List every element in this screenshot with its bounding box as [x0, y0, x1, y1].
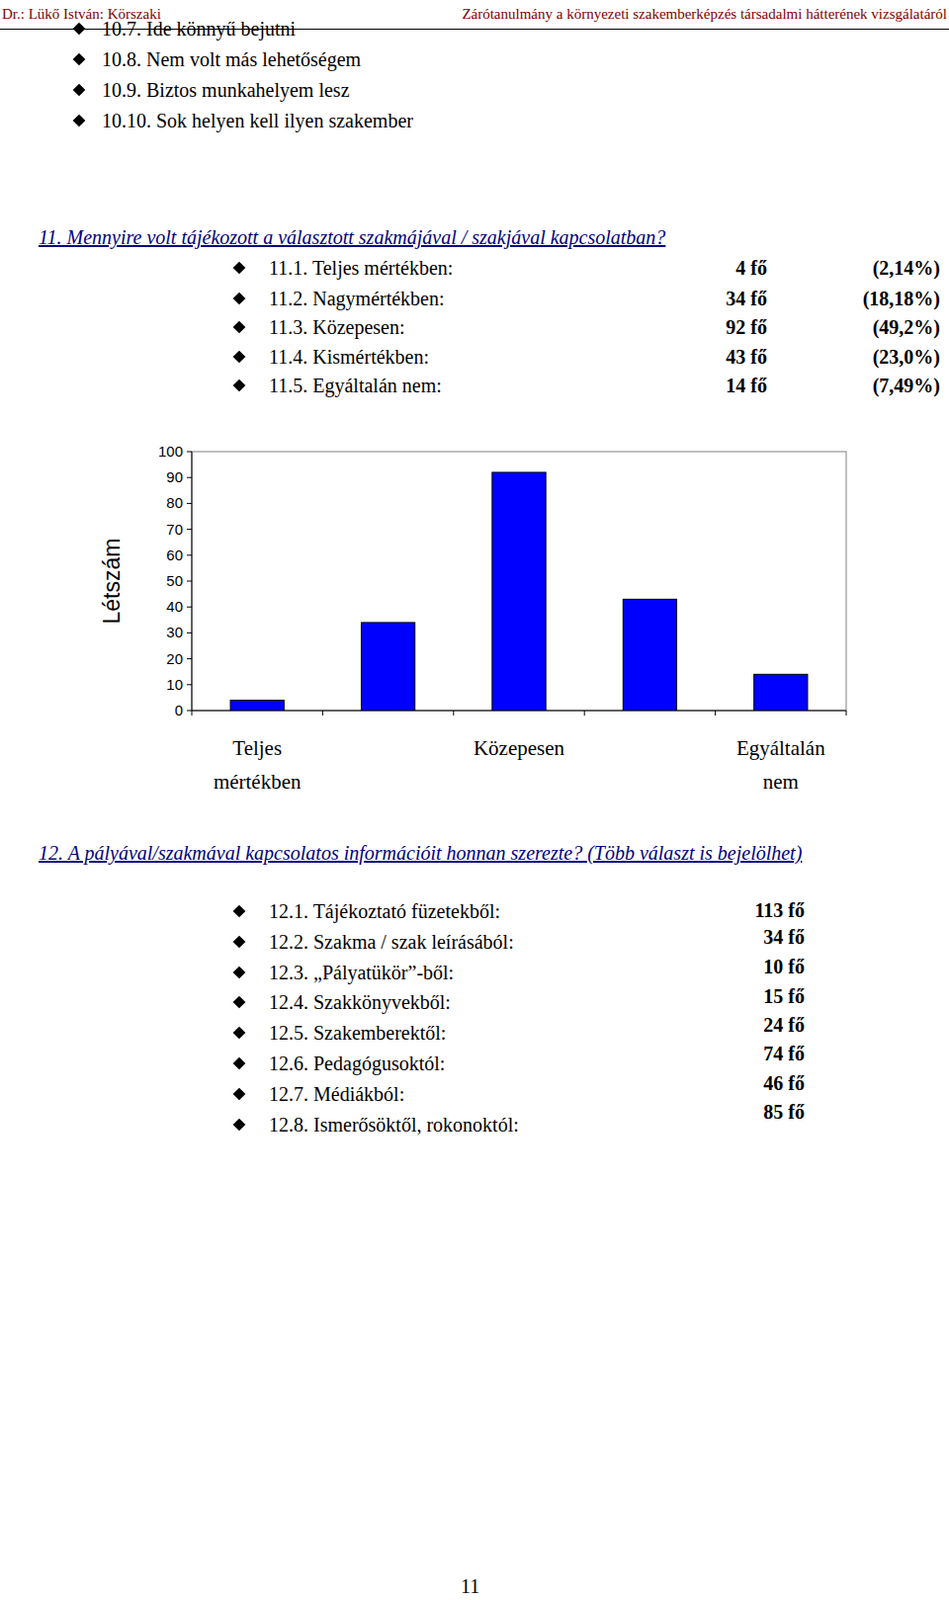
bullet — [233, 966, 247, 980]
bullet — [233, 292, 247, 306]
bullet — [233, 1027, 247, 1040]
bullet — [233, 321, 247, 335]
y-tick-label: 60 — [166, 546, 183, 564]
bar — [754, 674, 808, 711]
answer-label: 12.2. Szakma / szak leírásából: — [268, 930, 515, 954]
y-tick-label: 100 — [158, 442, 183, 460]
x-tick-label: Egyáltalánnem — [736, 736, 826, 794]
bullet — [233, 1088, 247, 1102]
answer-percent: (2,14%) — [872, 256, 941, 280]
x-tick-label: Közepesen — [473, 736, 566, 761]
x-tick — [714, 710, 716, 716]
list-item: 10.10. Sok helyen kell ilyen szakember — [101, 108, 414, 133]
x-tick — [191, 710, 193, 716]
answer-count: 10 fő — [763, 954, 805, 979]
answer-label: 12.8. Ismerősöktől, rokonoktól: — [268, 1113, 519, 1137]
y-tick — [186, 581, 192, 583]
y-tick — [186, 710, 192, 712]
y-tick — [186, 658, 192, 660]
answer-label: 12.6. Pedagógusoktól: — [268, 1051, 445, 1076]
y-tick — [186, 632, 192, 634]
header-right: Zárótanulmány a környezeti szakemberképz… — [461, 5, 948, 23]
y-tick-label: 90 — [166, 468, 183, 486]
list-item: 10.9. Biztos munkahelyem lesz — [101, 78, 350, 102]
y-tick-label: 50 — [166, 572, 183, 590]
answer-count: 14 fő — [725, 373, 768, 398]
bullet — [233, 350, 247, 364]
answer-count: 43 fő — [725, 345, 768, 369]
bullet — [233, 261, 247, 275]
question-title: 12. A pályával/szakmával kapcsolatos inf… — [38, 839, 941, 867]
list-item: 10.7. Ide könnyű bejutni — [101, 16, 296, 41]
answer-count: 34 fő — [725, 286, 768, 311]
y-tick-label: 30 — [166, 623, 183, 641]
answer-count: 4 fő — [735, 256, 768, 280]
y-tick — [186, 451, 192, 453]
question-title: 11. Mennyire volt tájékozott a választot… — [38, 223, 941, 252]
bullet — [233, 1119, 247, 1132]
list-item: 10.8. Nem volt más lehetőségem — [101, 47, 361, 72]
bar — [492, 472, 546, 711]
y-tick-label: 20 — [166, 650, 183, 668]
bullet — [233, 1057, 247, 1071]
answer-percent: (23,0%) — [872, 345, 941, 369]
answer-count: 15 fő — [763, 984, 805, 1009]
bullet — [73, 53, 87, 67]
answer-percent: (49,2%) — [872, 315, 941, 340]
answer-label: 12.5. Szakemberektől: — [268, 1021, 446, 1045]
y-tick — [186, 606, 192, 608]
answer-count: 113 fő — [754, 898, 805, 923]
answer-label: 11.4. Kismértékben: — [268, 345, 430, 369]
x-tick — [452, 710, 454, 716]
answer-label: 12.1. Tájékoztató füzetekből: — [268, 899, 501, 924]
answer-label: 11.3. Közepesen: — [268, 315, 406, 340]
bullet — [73, 84, 87, 97]
answer-count: 74 fő — [763, 1041, 805, 1066]
bars — [230, 472, 808, 711]
bar — [230, 700, 284, 711]
answer-label: 12.7. Médiákból: — [268, 1082, 405, 1107]
y-tick — [186, 684, 192, 686]
bullet — [73, 22, 87, 36]
answer-label: 12.4. Szakkönyvekből: — [268, 990, 451, 1015]
answer-label: 11.2. Nagymértékben: — [268, 286, 445, 311]
y-tick — [186, 528, 192, 530]
answer-count: 46 fő — [763, 1071, 805, 1096]
x-tick-label: Teljesmértékben — [213, 736, 302, 794]
bullet — [233, 379, 247, 393]
answer-count: 85 fő — [763, 1100, 805, 1124]
y-tick-label: 10 — [166, 676, 183, 693]
page-number: 11 — [460, 1574, 480, 1599]
answer-count: 24 fő — [763, 1013, 805, 1037]
answer-label: 11.5. Egyáltalán nem: — [268, 373, 442, 398]
chart: 0 10 20 30 40 50 60 70 80 90 100 Létszám Teljesmérté… — [0, 0, 949, 1600]
answer-percent: (18,18%) — [862, 286, 941, 311]
bullet — [233, 996, 247, 1010]
answer-label: 12.3. „Pályatükör”-ből: — [268, 960, 454, 985]
y-tick — [186, 503, 192, 505]
y-tick-label: 80 — [166, 494, 183, 512]
answer-count: 92 fő — [725, 315, 768, 340]
bullet — [73, 114, 87, 128]
answer-percent: (7,49%) — [872, 373, 941, 398]
bar — [622, 599, 677, 711]
x-tick — [322, 710, 324, 716]
answer-label: 11.1. Teljes mértékben: — [268, 256, 453, 280]
answer-count: 34 fő — [763, 925, 805, 949]
plot-frame — [191, 451, 847, 711]
y-tick — [186, 477, 192, 479]
x-tick — [584, 710, 586, 716]
bar — [360, 622, 415, 711]
y-tick-label: 70 — [166, 520, 183, 538]
y-tick-label: 0 — [174, 701, 183, 719]
x-tick — [846, 710, 848, 716]
bullet — [233, 905, 247, 919]
y-tick — [186, 554, 192, 556]
y-axis-label: Létszám — [98, 538, 125, 625]
y-tick-label: 40 — [166, 598, 183, 615]
bullet — [233, 936, 247, 949]
